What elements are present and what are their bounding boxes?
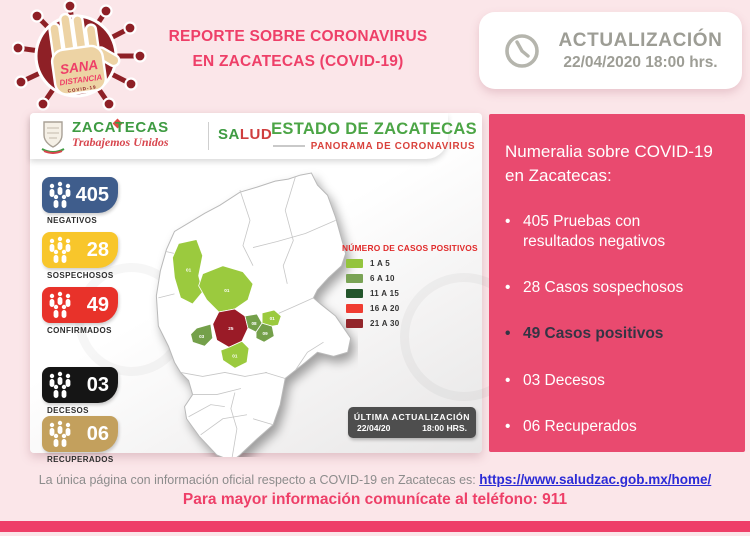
municipal-borders — [158, 176, 336, 457]
brand-band: ZACATECAS Trabajemos Unidos SALUD ESTADO… — [30, 113, 477, 159]
legend-title: NÚMERO DE CASOS POSITIVOS — [342, 243, 478, 253]
people-icon — [49, 371, 71, 398]
case-regions — [172, 239, 282, 369]
stat-label: DECESOS — [47, 406, 89, 415]
map-legend: NÚMERO DE CASOS POSITIVOS 1 A 5 6 A 10 1… — [342, 243, 480, 328]
legend-item: 6 A 10 — [342, 274, 480, 283]
map-region-count: 01 — [224, 288, 230, 293]
stat-recuperados: 06 RECUPERADOS — [42, 416, 118, 464]
zacatecas-logo-text: ZACATECAS — [72, 119, 169, 136]
stat-label: NEGATIVOS — [47, 216, 98, 225]
stat-confirmados: 49 CONFIRMADOS — [42, 287, 118, 335]
numeralia-item-positivos: • 49 Casos positivos — [505, 324, 733, 344]
legend-item: 1 A 5 — [342, 259, 480, 268]
legend-swatch — [346, 289, 363, 298]
map-region-count: 09 — [263, 331, 269, 336]
zacatecas-crest-icon — [41, 121, 65, 154]
stat-value: 49 — [86, 293, 109, 316]
map-region-count: 25 — [228, 326, 234, 331]
estado-heading: ESTADO DE ZACATECAS — [271, 120, 477, 138]
numeralia-list: • 405 Pruebas con resultados negativos •… — [505, 212, 733, 463]
map-region-count: 03 — [199, 334, 205, 339]
page-title-line2: EN ZACATECAS (COVID-19) — [192, 53, 404, 70]
last-update-time: 18:00 HRS. — [422, 423, 467, 433]
map-heading: ESTADO DE ZACATECAS PANORAMA DE CORONAVI… — [268, 120, 480, 152]
stat-negativos: 405 NEGATIVOS — [42, 177, 118, 225]
hand-icon: SANA DISTANCIA COVID-19 — [48, 12, 121, 96]
zacatecas-map: 01 01 25 08 09 01 03 01 — [155, 172, 352, 457]
numeralia-item: • 28 Casos sospechosos — [505, 278, 733, 298]
stat-label: SOSPECHOSOS — [47, 271, 114, 280]
page-title: REPORTE SOBRE CORONAVIRUS EN ZACATECAS (… — [146, 28, 450, 71]
heading-rule — [272, 145, 305, 148]
official-info-line: La única página con información oficial … — [0, 472, 750, 487]
map-region-count: 01 — [232, 353, 238, 358]
map-region-count: 01 — [270, 316, 276, 321]
people-icon — [49, 291, 71, 318]
legend-swatch — [346, 304, 363, 313]
logo-text-covid: COVID-19 — [67, 84, 97, 93]
people-icon — [49, 181, 71, 208]
map-region — [190, 323, 214, 347]
bullet-icon: • — [505, 279, 511, 297]
page-title-line1: REPORTE SOBRE CORONAVIRUS — [168, 28, 428, 45]
salud-logo-left: SA — [218, 126, 240, 143]
salud-logo: SALUD — [218, 126, 272, 143]
bottom-accent-bar — [0, 521, 750, 532]
bullet-icon: • — [505, 213, 511, 230]
map-region — [220, 340, 250, 369]
legend-swatch — [346, 319, 363, 328]
numeralia-item: • 03 Decesos — [505, 371, 733, 391]
logo-text-sana: SANA — [59, 57, 99, 77]
numeralia-panel: Numeralia sobre COVID-19 en Zacatecas: •… — [489, 114, 745, 452]
legend-swatch — [346, 274, 363, 283]
update-card: ACTUALIZACIÓN 22/04/2020 18:00 hrs. — [479, 12, 742, 89]
update-label: ACTUALIZACIÓN — [558, 29, 723, 51]
map-region — [261, 309, 282, 327]
legend-item: 21 A 30 — [342, 319, 480, 328]
people-icon — [49, 420, 71, 447]
numeralia-title: Numeralia sobre COVID-19 en Zacatecas: — [505, 142, 713, 185]
people-icon — [49, 236, 71, 263]
stat-value: 06 — [86, 422, 109, 445]
panorama-subheading: PANORAMA DE CORONAVIRUS — [268, 141, 480, 152]
stat-value: 28 — [86, 238, 109, 261]
last-update-title: ÚLTIMA ACTUALIZACIÓN — [353, 412, 471, 422]
map-region-count: 01 — [186, 268, 192, 273]
virus-hand-icon: SANA DISTANCIA COVID-19 — [11, 0, 147, 111]
salud-logo-right: LUD — [239, 126, 273, 143]
stat-label: CONFIRMADOS — [47, 326, 112, 335]
map-region — [172, 239, 204, 305]
map-last-update-box: ÚLTIMA ACTUALIZACIÓN 22/04/20 18:00 HRS. — [348, 407, 476, 438]
zacatecas-tagline: Trabajemos Unidos — [72, 135, 169, 149]
bullet-icon: • — [505, 417, 511, 435]
map-region — [198, 265, 254, 313]
report-card: ZACATECAS Trabajemos Unidos SALUD ESTADO… — [30, 113, 528, 464]
map-region-count: 08 — [251, 321, 257, 326]
sana-distancia-logo: SANA DISTANCIA COVID-19 — [11, 0, 152, 120]
phone-info-line: Para mayor información comunícate al tel… — [182, 491, 568, 508]
legend-item: 11 A 15 — [342, 289, 480, 298]
official-info-text: La única página con información oficial … — [38, 473, 476, 487]
legend-item: 16 A 20 — [342, 304, 480, 313]
last-update-date: 22/04/20 — [357, 423, 391, 433]
case-counts: 01 01 25 08 09 01 03 01 — [186, 268, 275, 359]
stat-decesos: 03 DECESOS — [42, 367, 118, 415]
stat-value: 03 — [86, 373, 109, 396]
numeralia-item: • 06 Recuperados — [505, 417, 733, 437]
zacatecas-logo: ZACATECAS Trabajemos Unidos — [72, 119, 169, 150]
bullet-icon: • — [505, 371, 511, 389]
stat-sospechosos: 28 SOSPECHOSOS — [42, 232, 118, 280]
brand-divider — [208, 122, 209, 150]
numeralia-item: • 405 Pruebas con resultados negativos — [505, 212, 733, 252]
saludzac-link[interactable]: https://www.saludzac.gob.mx/home/ — [479, 472, 712, 487]
bullet-icon: • — [505, 325, 511, 343]
update-datetime: 22/04/2020 18:00 hrs. — [563, 53, 718, 71]
clock-icon — [505, 33, 539, 68]
stat-label: RECUPERADOS — [47, 455, 114, 464]
legend-swatch — [346, 259, 363, 268]
stat-value: 405 — [75, 183, 109, 206]
